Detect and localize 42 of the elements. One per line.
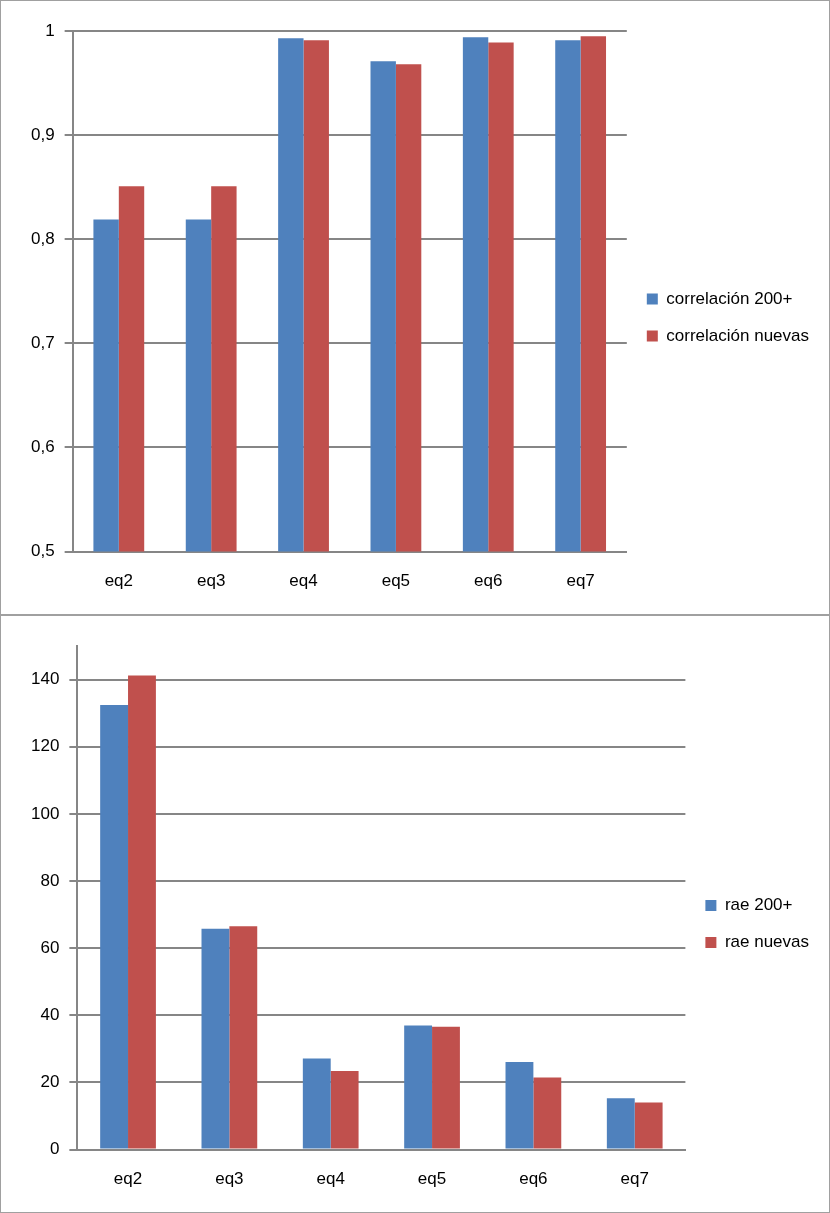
bar (330, 1071, 359, 1149)
legend-label: correlación 200+ (666, 288, 793, 308)
y-tick-label: 140 (30, 669, 60, 689)
y-tick-label: 0,9 (30, 124, 55, 144)
x-tick-label: eq3 (196, 571, 226, 591)
legend-label: correlación nuevas (666, 325, 810, 345)
legend-label: rae 200+ (724, 895, 793, 915)
bar (634, 1102, 663, 1149)
bar (128, 675, 156, 1149)
y-tick-label: 0 (49, 1139, 60, 1159)
y-tick-label: 20 (40, 1072, 60, 1092)
y-tick-label: 0,6 (30, 437, 55, 457)
x-tick-label: eq5 (417, 1169, 447, 1189)
y-tick-label: 0,7 (30, 333, 55, 353)
y-tick-label: 80 (40, 870, 60, 890)
x-tick-label: eq6 (519, 1169, 548, 1189)
x-tick-label: eq4 (289, 571, 318, 591)
y-tick-label: 60 (40, 937, 60, 957)
bar (533, 1077, 562, 1149)
bar (404, 1025, 433, 1149)
y-tick-label: 0,8 (30, 228, 55, 248)
y-tick-label: 40 (40, 1004, 60, 1024)
bar (229, 926, 258, 1149)
x-tick-label: eq2 (104, 571, 133, 591)
x-tick-label: eq6 (474, 571, 503, 591)
y-tick-label: 120 (30, 736, 60, 756)
bar (302, 1058, 331, 1149)
x-tick-label: eq2 (113, 1169, 143, 1189)
x-tick-label: eq7 (566, 571, 595, 591)
bar (201, 928, 230, 1149)
x-tick-label: eq3 (215, 1169, 244, 1189)
y-tick-label: 1 (45, 20, 55, 40)
bar (100, 705, 129, 1149)
x-tick-label: eq5 (381, 571, 411, 591)
x-tick-label: eq7 (620, 1169, 649, 1189)
legend-label: rae nuevas (724, 932, 810, 952)
x-tick-label: eq4 (316, 1169, 345, 1189)
bar (606, 1098, 635, 1149)
bar (505, 1061, 534, 1149)
bar (432, 1026, 460, 1149)
y-tick-label: 0,5 (30, 541, 55, 561)
y-tick-label: 100 (30, 803, 60, 823)
